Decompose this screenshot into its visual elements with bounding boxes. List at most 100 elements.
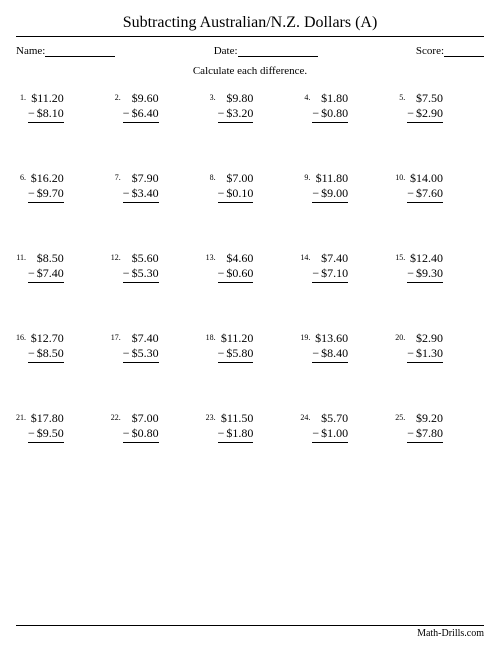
problem-number: 4. xyxy=(300,91,312,102)
problem-number: 6. xyxy=(16,171,28,182)
minuend: $7.00 xyxy=(226,171,253,186)
subtrahend: $3.40 xyxy=(132,186,159,201)
problem: 21.$17.80−$9.50 xyxy=(16,411,105,443)
problem: 11.$8.50−$7.40 xyxy=(16,251,105,283)
subtrahend: $8.40 xyxy=(321,346,348,361)
problem-body: $11.50−$1.80 xyxy=(218,411,254,443)
subtrahend: $8.50 xyxy=(37,346,64,361)
problem-number: 21. xyxy=(16,411,28,422)
subtrahend-row: −$9.30 xyxy=(407,266,443,283)
problem: 6.$16.20−$9.70 xyxy=(16,171,105,203)
minus-sign: − xyxy=(407,266,414,281)
subtrahend-row: −$0.80 xyxy=(123,426,159,443)
subtrahend-row: −$7.40 xyxy=(28,266,64,283)
problem-number: 5. xyxy=(395,91,407,102)
minus-sign: − xyxy=(123,106,130,121)
subtrahend-row: −$9.00 xyxy=(312,186,348,203)
subtrahend: $0.80 xyxy=(132,426,159,441)
minus-sign: − xyxy=(28,346,35,361)
problem: 4.$1.80−$0.80 xyxy=(300,91,389,123)
subtrahend: $5.30 xyxy=(132,346,159,361)
subtrahend: $5.30 xyxy=(132,266,159,281)
name-field: Name: xyxy=(16,45,115,57)
score-field: Score: xyxy=(416,45,484,57)
problem: 1.$11.20−$8.10 xyxy=(16,91,105,123)
subtrahend-row: −$1.30 xyxy=(407,346,443,363)
subtrahend-row: −$5.30 xyxy=(123,266,159,283)
date-line[interactable] xyxy=(238,46,318,57)
minus-sign: − xyxy=(407,346,414,361)
minuend: $11.50 xyxy=(221,411,254,426)
problem: 22.$7.00−$0.80 xyxy=(111,411,200,443)
minus-sign: − xyxy=(407,106,414,121)
problem-body: $1.80−$0.80 xyxy=(312,91,348,123)
minus-sign: − xyxy=(407,426,414,441)
minuend: $5.70 xyxy=(321,411,348,426)
problem-body: $2.90−$1.30 xyxy=(407,331,443,363)
minuend: $14.00 xyxy=(410,171,443,186)
problem-body: $7.40−$7.10 xyxy=(312,251,348,283)
problem-body: $11.20−$5.80 xyxy=(218,331,254,363)
subtrahend: $8.10 xyxy=(37,106,64,121)
date-field: Date: xyxy=(214,45,318,57)
minus-sign: − xyxy=(312,266,319,281)
subtrahend: $1.00 xyxy=(321,426,348,441)
problem-body: $5.60−$5.30 xyxy=(123,251,159,283)
minus-sign: − xyxy=(312,106,319,121)
date-label: Date: xyxy=(214,45,238,57)
problem-body: $4.60−$0.60 xyxy=(218,251,254,283)
problem: 23.$11.50−$1.80 xyxy=(206,411,295,443)
problem-number: 10. xyxy=(395,171,407,182)
problem-number: 9. xyxy=(300,171,312,182)
subtrahend: $1.30 xyxy=(416,346,443,361)
problem: 3.$9.80−$3.20 xyxy=(206,91,295,123)
problem: 5. $7.50−$2.90 xyxy=(395,91,484,123)
subtrahend: $9.00 xyxy=(321,186,348,201)
subtrahend-row: −$7.60 xyxy=(407,186,443,203)
problem-body: $9.80−$3.20 xyxy=(218,91,254,123)
minuend: $12.70 xyxy=(31,331,64,346)
minus-sign: − xyxy=(218,426,225,441)
minuend: $7.50 xyxy=(416,91,443,106)
problem: 9.$11.80−$9.00 xyxy=(300,171,389,203)
name-label: Name: xyxy=(16,45,45,57)
problem-number: 18. xyxy=(206,331,218,342)
minuend: $13.60 xyxy=(315,331,348,346)
minus-sign: − xyxy=(28,106,35,121)
problem-number: 15. xyxy=(395,251,407,262)
problem: 14.$7.40−$7.10 xyxy=(300,251,389,283)
subtrahend-row: −$8.50 xyxy=(28,346,64,363)
minuend: $17.80 xyxy=(31,411,64,426)
subtrahend: $1.80 xyxy=(226,426,253,441)
footer: Math-Drills.com xyxy=(16,625,484,639)
problem-number: 22. xyxy=(111,411,123,422)
score-line[interactable] xyxy=(444,46,484,57)
subtrahend: $3.20 xyxy=(226,106,253,121)
problem: 12.$5.60−$5.30 xyxy=(111,251,200,283)
title-rule xyxy=(16,36,484,37)
problem-body: $9.60−$6.40 xyxy=(123,91,159,123)
problem-number: 13. xyxy=(206,251,218,262)
subtrahend: $0.60 xyxy=(226,266,253,281)
subtrahend: $9.30 xyxy=(416,266,443,281)
problem-number: 24. xyxy=(300,411,312,422)
minuend: $2.90 xyxy=(416,331,443,346)
subtrahend: $0.10 xyxy=(226,186,253,201)
minuend: $11.20 xyxy=(221,331,254,346)
problem-body: $9.20−$7.80 xyxy=(407,411,443,443)
problem-body: $7.90−$3.40 xyxy=(123,171,159,203)
problem-body: $5.70−$1.00 xyxy=(312,411,348,443)
problem-body: $13.60−$8.40 xyxy=(312,331,348,363)
subtrahend-row: −$0.10 xyxy=(218,186,254,203)
minuend: $7.40 xyxy=(321,251,348,266)
minuend: $1.80 xyxy=(321,91,348,106)
problem-body: $7.00−$0.80 xyxy=(123,411,159,443)
name-line[interactable] xyxy=(45,46,115,57)
problem-number: 25. xyxy=(395,411,407,422)
problem: 8.$7.00−$0.10 xyxy=(206,171,295,203)
subtrahend: $2.90 xyxy=(416,106,443,121)
subtrahend: $5.80 xyxy=(226,346,253,361)
problem: 13.$4.60−$0.60 xyxy=(206,251,295,283)
minus-sign: − xyxy=(218,186,225,201)
problem-body: $12.40−$9.30 xyxy=(407,251,443,283)
